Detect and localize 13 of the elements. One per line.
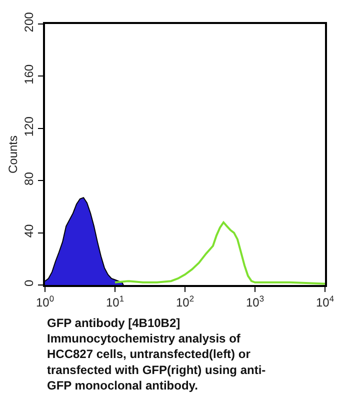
text: GFP antibody [4B10B2] Immunocytochemistry analysis of HCC827 cells, untransfected(left) or transfected with GFP(right) using anti- GFP monoclonal antibody. bbox=[47, 316, 266, 392]
y-tick-label: 80 bbox=[22, 172, 36, 186]
y-tick-label: 160 bbox=[22, 64, 36, 84]
x-tick-label: 10$^{4}$ bbox=[316, 293, 334, 310]
x-tick-label: 10$^{0}$ bbox=[36, 293, 54, 310]
y-tick-label: 0 bbox=[22, 280, 36, 287]
y-tick-label: 120 bbox=[22, 116, 36, 137]
y-tick-label: 40 bbox=[22, 224, 36, 238]
x-tick-label: 10$^{1}$ bbox=[106, 293, 124, 310]
y-tick-label: 200 bbox=[22, 12, 36, 32]
y-axis-title: Counts bbox=[6, 135, 20, 174]
x-tick-label: 10$^{3}$ bbox=[246, 293, 264, 310]
x-tick-label: 10$^{2}$ bbox=[176, 293, 194, 310]
